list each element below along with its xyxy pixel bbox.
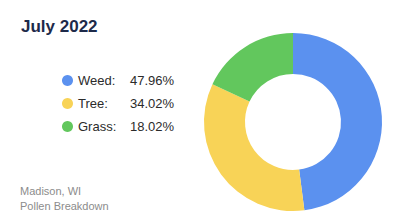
svg-text:Weed:: Weed: bbox=[78, 73, 115, 88]
svg-text:34.02%: 34.02% bbox=[130, 96, 175, 111]
svg-text:Madison, WI: Madison, WI bbox=[20, 185, 81, 197]
svg-text:July 2022: July 2022 bbox=[21, 17, 98, 36]
svg-text:Tree:: Tree: bbox=[78, 96, 108, 111]
svg-text:Grass:: Grass: bbox=[78, 119, 116, 134]
svg-text:Pollen Breakdown: Pollen Breakdown bbox=[20, 200, 109, 212]
svg-text:18.02%: 18.02% bbox=[130, 119, 175, 134]
svg-text:47.96%: 47.96% bbox=[130, 73, 175, 88]
